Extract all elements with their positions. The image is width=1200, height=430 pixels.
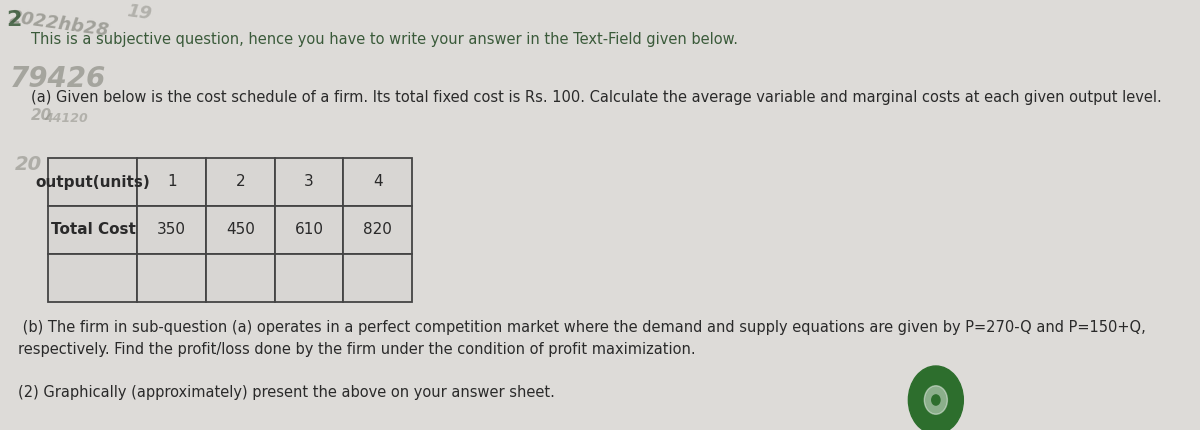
Bar xyxy=(275,206,343,254)
Bar xyxy=(48,206,137,254)
Bar xyxy=(343,158,412,206)
Bar xyxy=(48,158,137,206)
Text: 1: 1 xyxy=(167,175,176,190)
Text: 20: 20 xyxy=(14,155,42,174)
Text: 4: 4 xyxy=(373,175,383,190)
Circle shape xyxy=(931,395,940,405)
Bar xyxy=(206,254,275,302)
Bar xyxy=(343,254,412,302)
Text: 19: 19 xyxy=(125,2,152,23)
Bar xyxy=(206,158,275,206)
Text: 2022hb28: 2022hb28 xyxy=(8,8,110,40)
Bar xyxy=(48,254,137,302)
Bar xyxy=(275,158,343,206)
Bar xyxy=(275,254,343,302)
Text: 3: 3 xyxy=(305,175,314,190)
Bar xyxy=(137,254,206,302)
Bar xyxy=(343,206,412,254)
Text: 350: 350 xyxy=(157,222,186,237)
Bar xyxy=(206,206,275,254)
Text: 2: 2 xyxy=(235,175,245,190)
Circle shape xyxy=(924,386,947,414)
Text: This is a subjective question, hence you have to write your answer in the Text-F: This is a subjective question, hence you… xyxy=(31,32,738,47)
Text: 20: 20 xyxy=(31,108,52,123)
Text: 450: 450 xyxy=(226,222,254,237)
Text: (a) Given below is the cost schedule of a firm. Its total fixed cost is Rs. 100.: (a) Given below is the cost schedule of … xyxy=(31,90,1162,105)
Text: (b) The firm in sub-question (a) operates in a perfect competition market where : (b) The firm in sub-question (a) operate… xyxy=(18,320,1146,335)
Bar xyxy=(137,158,206,206)
Text: Total Cost: Total Cost xyxy=(50,222,136,237)
Bar xyxy=(137,206,206,254)
Text: respectively. Find the profit/loss done by the firm under the condition of profi: respectively. Find the profit/loss done … xyxy=(18,342,696,357)
Text: 820: 820 xyxy=(364,222,392,237)
Text: 610: 610 xyxy=(295,222,324,237)
Circle shape xyxy=(908,366,964,430)
Text: 2: 2 xyxy=(6,10,22,30)
Text: 79426: 79426 xyxy=(10,65,106,93)
Text: output(units): output(units) xyxy=(36,175,150,190)
Text: (2) Graphically (approximately) present the above on your answer sheet.: (2) Graphically (approximately) present … xyxy=(18,385,554,400)
Text: 44120: 44120 xyxy=(44,112,88,125)
